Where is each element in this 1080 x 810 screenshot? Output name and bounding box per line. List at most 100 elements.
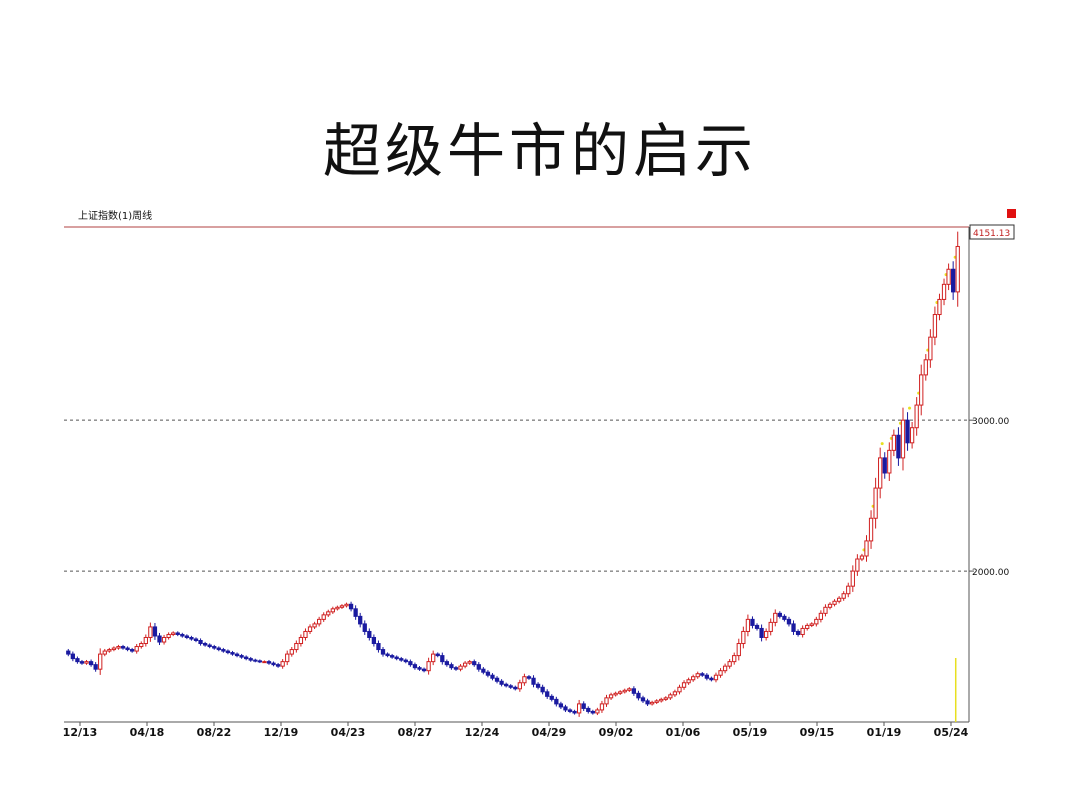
candle-body: [677, 686, 682, 693]
candle: [339, 604, 345, 609]
candle: [253, 658, 258, 663]
candle: [768, 618, 773, 636]
candle: [677, 684, 682, 695]
candle: [786, 616, 792, 627]
candle: [832, 599, 837, 607]
candle: [453, 666, 459, 671]
candle-body: [294, 643, 299, 651]
candle: [485, 670, 491, 678]
candle: [522, 673, 527, 686]
candle: [900, 407, 906, 471]
candle: [399, 656, 404, 662]
candle-body: [75, 658, 80, 663]
candle-body: [70, 653, 75, 660]
x-tick-label: 04/29: [532, 726, 567, 739]
candle-body: [312, 623, 317, 628]
candle-body: [941, 283, 947, 300]
candle-body: [93, 664, 98, 670]
x-tick-label: 09/15: [800, 726, 835, 739]
candle-body: [704, 674, 709, 679]
candle: [317, 616, 322, 627]
candle: [955, 231, 960, 307]
candle-body: [207, 644, 212, 648]
chart-title: 上证指数(1)周线: [78, 209, 152, 222]
candle: [937, 293, 942, 321]
candle: [275, 662, 281, 668]
candle: [586, 706, 591, 714]
candle-body: [321, 614, 326, 620]
candle: [202, 641, 208, 647]
candle-body: [367, 630, 372, 638]
candle-body: [604, 697, 609, 705]
candle-body: [554, 698, 559, 705]
candle: [157, 632, 162, 646]
candle-body: [353, 608, 358, 617]
candle-body: [262, 661, 267, 664]
candle-body: [754, 624, 760, 629]
candle: [627, 687, 632, 692]
candle-body: [695, 673, 700, 678]
candle: [380, 646, 386, 657]
candle-body: [567, 709, 573, 712]
candle-body: [504, 683, 509, 687]
candle-body: [440, 655, 445, 663]
candle: [472, 659, 477, 667]
candle: [891, 429, 897, 457]
candle: [193, 637, 199, 643]
candle: [148, 622, 153, 642]
candle-body: [189, 636, 194, 640]
candle-body: [932, 314, 938, 338]
candle-body: [663, 697, 668, 700]
candle: [654, 699, 659, 705]
candle-body: [841, 593, 846, 599]
candle: [134, 643, 139, 654]
candle: [234, 652, 240, 658]
last-value-label: 4151.13: [973, 229, 1010, 239]
candle-body: [161, 636, 167, 643]
candle: [791, 620, 796, 635]
x-tick-label: 08/27: [398, 726, 433, 739]
candle-body: [618, 691, 623, 694]
candle-body: [408, 661, 413, 666]
candle: [777, 611, 782, 619]
candle-body: [709, 677, 714, 681]
candle: [782, 614, 787, 622]
candle: [800, 625, 805, 638]
candle-body: [681, 682, 687, 688]
candle: [905, 406, 912, 451]
grid-layer: [64, 419, 969, 572]
candle: [631, 686, 637, 696]
candle-body: [490, 674, 495, 679]
candle: [668, 692, 673, 700]
candle-body: [285, 653, 290, 663]
candle-body: [348, 603, 354, 610]
candle: [152, 623, 158, 640]
candle-body: [791, 623, 796, 632]
candle-body: [576, 703, 582, 714]
candle: [526, 675, 532, 680]
candle-body: [645, 700, 650, 705]
candle: [595, 707, 600, 716]
candle-body: [134, 646, 139, 652]
candle: [353, 605, 358, 620]
candle: [476, 662, 481, 672]
candle: [563, 704, 568, 713]
candle-body: [595, 709, 600, 714]
candle-body: [850, 570, 855, 587]
candle-body: [303, 630, 308, 638]
candle: [348, 601, 354, 612]
candle: [312, 621, 317, 630]
candle: [941, 273, 948, 306]
x-tick-label: 01/19: [867, 726, 902, 739]
candle-body: [832, 600, 837, 605]
candle-body: [98, 653, 103, 670]
candle: [490, 673, 495, 681]
x-tick-label: 01/06: [666, 726, 701, 739]
candle-body: [389, 655, 395, 658]
candle: [184, 634, 190, 640]
candle: [878, 442, 884, 499]
candle-body: [453, 667, 459, 670]
candle-body: [143, 636, 148, 645]
candle-body: [659, 698, 664, 702]
